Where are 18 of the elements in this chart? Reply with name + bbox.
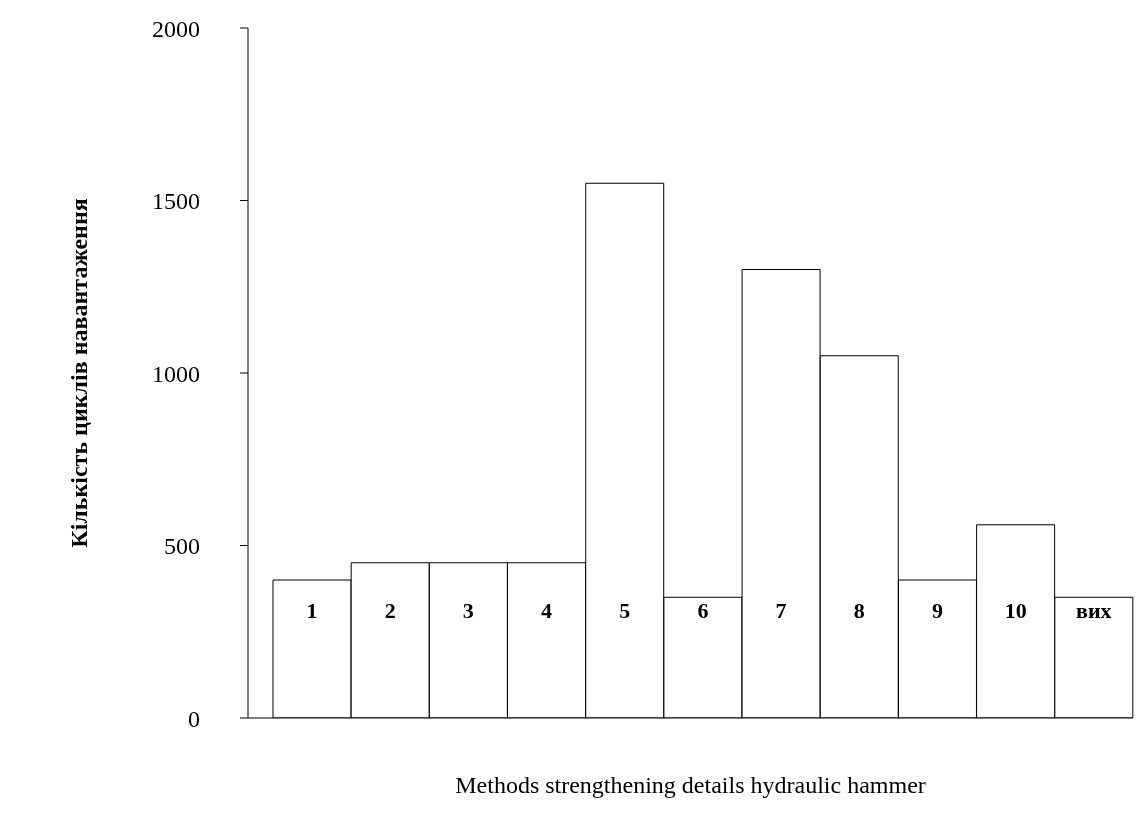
x-tick-label: вих bbox=[1076, 598, 1112, 623]
y-tick-label: 2000 bbox=[152, 15, 200, 42]
y-tick-label: 1000 bbox=[152, 360, 200, 387]
x-tick-label: 10 bbox=[1004, 598, 1027, 623]
x-tick-label: 9 bbox=[931, 598, 943, 623]
x-tick-label: 1 bbox=[306, 598, 318, 623]
y-tick-label: 1500 bbox=[152, 188, 200, 215]
x-tick-label: 8 bbox=[853, 598, 865, 623]
x-tick-label: 3 bbox=[462, 598, 474, 623]
y-axis-title: Кількість циклів навантаження bbox=[65, 198, 92, 548]
x-tick-label: 4 bbox=[541, 598, 553, 623]
x-tick-label: 5 bbox=[619, 598, 631, 623]
y-tick-label: 500 bbox=[164, 533, 200, 560]
y-tick-label: 0 bbox=[188, 705, 200, 732]
x-axis-title: Methods strengthening details hydraulic hammer bbox=[455, 772, 926, 798]
x-tick-label: 6 bbox=[697, 598, 709, 623]
x-tick-label: 2 bbox=[384, 598, 396, 623]
x-tick-label: 7 bbox=[775, 598, 787, 623]
